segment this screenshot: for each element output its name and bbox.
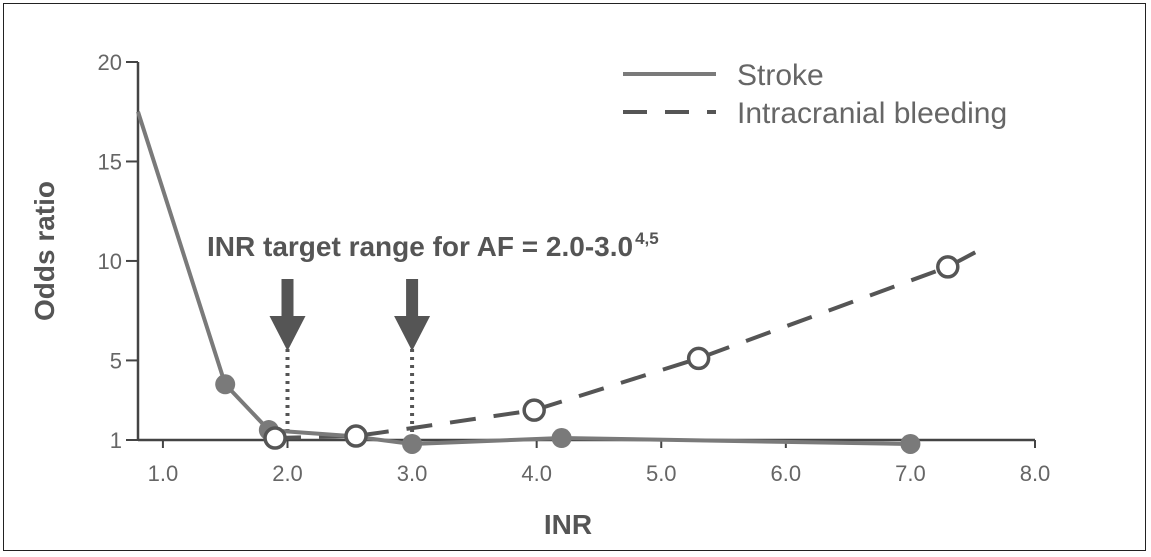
target-arrow-shaft	[281, 279, 294, 319]
annotation-main: INR target range for AF = 2.0-3.0	[207, 231, 633, 262]
x-axis-title: INR	[544, 509, 592, 540]
x-tick-label: 8.0	[1020, 461, 1051, 486]
figure-frame: 1.0 2.0 3.0 4.0 5.0 6.0 7.0 8.0 1 5 10 15 20 Odds r…	[3, 3, 1146, 551]
series-points	[215, 255, 960, 454]
y-axis-title: Odds ratio	[29, 181, 60, 321]
target-arrow-head	[269, 316, 306, 351]
annotation-text: INR target range for AF = 2.0-3.0 4,5	[207, 229, 659, 262]
annotation: INR target range for AF = 2.0-3.0 4,5	[207, 229, 659, 262]
annotation-superscript: 4,5	[635, 229, 659, 248]
target-arrow-head	[394, 316, 431, 351]
series-line-stroke	[136, 111, 911, 446]
legend: Stroke Intracranial bleeding	[623, 59, 1007, 130]
y-tick-label: 1	[110, 428, 122, 453]
x-ticks: 1.0 2.0 3.0 4.0 5.0 6.0 7.0 8.0	[148, 440, 1051, 486]
bleeding-point	[522, 398, 546, 422]
y-tick-label: 20	[98, 50, 122, 75]
series-line-bleeding	[274, 245, 987, 440]
y-tick-label: 10	[98, 249, 122, 274]
legend-label-stroke: Stroke	[737, 59, 824, 92]
x-tick-label: 7.0	[895, 461, 926, 486]
target-range-arrows	[269, 279, 431, 440]
stroke-point	[215, 374, 236, 395]
x-tick-label: 5.0	[646, 461, 677, 486]
x-tick-label: 4.0	[521, 461, 552, 486]
y-tick-label: 15	[98, 149, 122, 174]
x-tick-label: 1.0	[148, 461, 179, 486]
bleeding-point	[344, 424, 368, 448]
x-tick-label: 6.0	[771, 461, 802, 486]
legend-label-bleeding: Intracranial bleeding	[737, 97, 1007, 130]
stroke-point	[900, 433, 921, 454]
stroke-point	[551, 428, 572, 449]
x-tick-label: 3.0	[397, 461, 428, 486]
y-tick-label: 5	[110, 348, 122, 373]
target-arrow-shaft	[406, 279, 419, 319]
bleeding-point	[686, 346, 711, 371]
stroke-point	[402, 433, 423, 454]
x-tick-label: 2.0	[272, 461, 303, 486]
bleeding-point	[936, 255, 960, 279]
series-lines	[136, 111, 987, 446]
bleeding-point	[263, 426, 287, 450]
